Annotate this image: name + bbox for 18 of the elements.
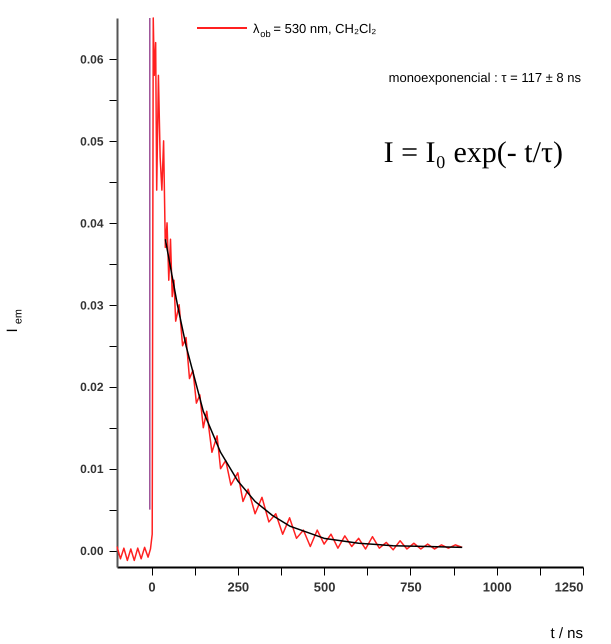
y-tick-label: 0.06 (80, 52, 104, 66)
line-series (164, 238, 463, 548)
y-tick-label: 0.03 (80, 298, 104, 312)
annotation: I = I₀ exp(- t/τ) (384, 136, 563, 169)
x-tick-label: 250 (227, 580, 250, 594)
y-tick-label: 0.02 (80, 380, 104, 394)
annotation: monoexponencial : τ = 117 ± 8 ns (388, 70, 582, 85)
x-tick-label: 750 (400, 580, 422, 594)
x-tick-label: 1000 (482, 580, 512, 594)
y-tick-label: 0.00 (80, 544, 104, 558)
x-tick-label: 0 (148, 580, 156, 594)
x-tick-label: 1250 (554, 580, 584, 594)
y-tick-label: 0.04 (80, 216, 104, 230)
y-tick-label: 0.05 (80, 134, 104, 148)
y-axis-title: Iem (4, 309, 24, 332)
y-tick-label: 0.01 (80, 462, 104, 476)
x-axis-title: t / ns (550, 625, 583, 642)
x-tick-label: 500 (314, 580, 336, 594)
